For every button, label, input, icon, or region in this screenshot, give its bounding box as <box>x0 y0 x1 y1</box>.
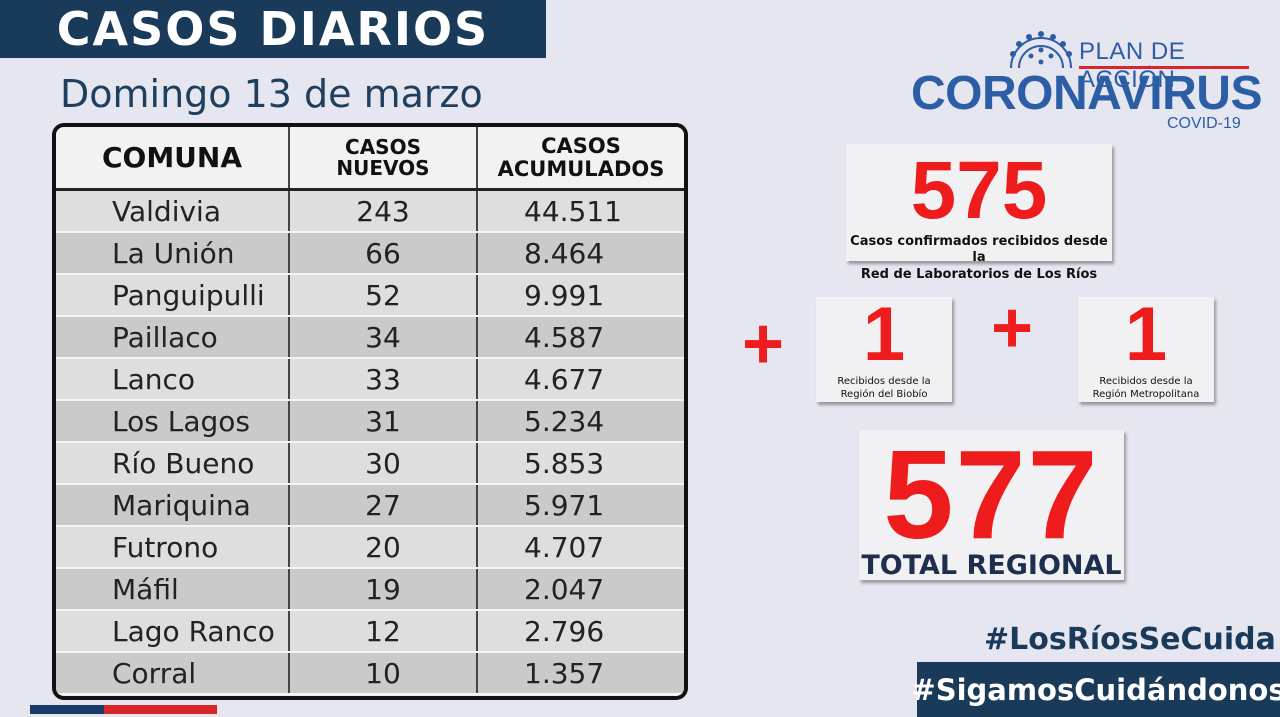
biobio-caption-line-2: Región del Biobío <box>840 389 928 400</box>
table-row: Lanco 33 4.677 <box>56 359 684 401</box>
logo-main-text: CORONAVIRUS <box>911 67 1262 120</box>
table-row: Río Bueno 30 5.853 <box>56 443 684 485</box>
nuevos-cell: 27 <box>288 485 476 525</box>
page-title: CASOS DIARIOS <box>56 2 490 56</box>
comuna-cell: Paillaco <box>112 320 218 354</box>
nuevos-cell: 66 <box>288 233 476 273</box>
table-row: Máfil 19 2.047 <box>56 569 684 611</box>
table-row: Paillaco 34 4.587 <box>56 317 684 359</box>
table-header: COMUNA CASOS NUEVOS CASOS ACUMULADOS <box>56 127 684 191</box>
table-row: La Unión 66 8.464 <box>56 233 684 275</box>
nuevos-cell: 19 <box>288 569 476 609</box>
table-row: Panguipulli 52 9.991 <box>56 275 684 317</box>
comuna-cell: La Unión <box>112 236 235 270</box>
labs-caption-line-1: Casos confirmados recibidos desde la <box>850 234 1108 266</box>
labs-cases-value: 575 <box>910 145 1048 236</box>
acumulados-cell: 8.464 <box>476 233 684 273</box>
comuna-cell: Panguipulli <box>112 278 265 312</box>
comuna-cell: Valdivia <box>112 194 221 228</box>
header-banner: CASOS DIARIOS <box>0 0 546 58</box>
acumulados-cell: 44.511 <box>476 191 684 231</box>
total-regional-caption: TOTAL REGIONAL <box>861 550 1122 581</box>
nuevos-cell: 52 <box>288 275 476 315</box>
column-header-casos-nuevos: CASOS NUEVOS <box>288 127 476 188</box>
metro-caption-line-2: Región Metropolitana <box>1092 389 1200 400</box>
virus-icon <box>1010 31 1072 69</box>
nuevos-cell: 31 <box>288 401 476 441</box>
hashtag-banner: #SigamosCuidándonos <box>911 662 1280 717</box>
table-row: Lago Ranco 12 2.796 <box>56 611 684 653</box>
acumulados-cell: 4.677 <box>476 359 684 399</box>
acumulados-cell: 2.796 <box>476 611 684 651</box>
comuna-cell: Máfil <box>112 572 179 606</box>
comuna-cell: Lago Ranco <box>112 614 275 648</box>
column-header-casos-nuevos-label: CASOS NUEVOS <box>336 134 430 180</box>
nuevos-cell: 12 <box>288 611 476 651</box>
table-row: Corral 10 1.357 <box>56 653 684 695</box>
labs-caption-line-2: Red de Laboratorios de Los Ríos <box>860 266 1098 282</box>
labs-cases-caption: Casos confirmados recibidos desde la Red… <box>846 234 1112 283</box>
nuevos-cell: 30 <box>288 443 476 483</box>
acumulados-cell: 1.357 <box>476 653 684 693</box>
metro-cases-caption: Recibidos desde la Región Metropolitana <box>1078 375 1214 401</box>
comuna-cell: Los Lagos <box>112 404 250 438</box>
cases-table: COMUNA CASOS NUEVOS CASOS ACUMULADOS Val… <box>52 123 688 700</box>
acumulados-cell: 4.707 <box>476 527 684 567</box>
acumulados-cell: 5.971 <box>476 485 684 525</box>
comuna-cell: Lanco <box>112 362 196 396</box>
metro-caption-line-1: Recibidos desde la <box>1099 376 1193 387</box>
decorative-stripe-blue <box>30 705 104 714</box>
total-regional-card: 577 TOTAL REGIONAL <box>859 424 1124 581</box>
metro-cases-value: 1 <box>1124 292 1168 377</box>
column-header-casos-acumulados: CASOS ACUMULADOS <box>476 127 684 188</box>
table-body: Valdivia 243 44.511 La Unión 66 8.464 Pa… <box>56 191 684 695</box>
logo-plan-text: PLAN DE ACCIÓN <box>1079 38 1186 93</box>
coronavirus-logo: PLAN DE ACCIÓN CORONAVIRUS COVID-19 <box>905 26 1262 136</box>
acumulados-cell: 2.047 <box>476 569 684 609</box>
biobio-cases-card: 1 Recibidos desde la Región del Biobío <box>816 297 952 402</box>
nuevos-cell: 20 <box>288 527 476 567</box>
nuevos-cell: 10 <box>288 653 476 693</box>
column-header-comuna: COMUNA <box>101 140 243 174</box>
table-row: Los Lagos 31 5.234 <box>56 401 684 443</box>
biobio-caption-line-1: Recibidos desde la <box>837 376 931 387</box>
comuna-cell: Mariquina <box>112 488 251 522</box>
comuna-cell: Río Bueno <box>112 446 255 480</box>
labs-cases-card: 575 Casos confirmados recibidos desde la… <box>846 144 1112 282</box>
hashtag-los-rios: #LosRíosSeCuida <box>984 622 1276 657</box>
table-row: Valdivia 243 44.511 <box>56 191 684 233</box>
table-row: Mariquina 27 5.971 <box>56 485 684 527</box>
date-label: Domingo 13 de marzo <box>60 72 483 116</box>
plus-icon: + <box>991 288 1034 368</box>
acumulados-cell: 9.991 <box>476 275 684 315</box>
comuna-cell: Futrono <box>112 530 219 564</box>
nuevos-cell: 243 <box>288 191 476 231</box>
biobio-cases-value: 1 <box>862 292 906 377</box>
nuevos-cell: 34 <box>288 317 476 357</box>
acumulados-cell: 5.234 <box>476 401 684 441</box>
column-header-casos-acumulados-label: CASOS ACUMULADOS <box>497 134 665 181</box>
plus-icon: + <box>742 304 785 384</box>
comuna-cell: Corral <box>112 656 197 690</box>
acumulados-cell: 4.587 <box>476 317 684 357</box>
decorative-stripe-red <box>104 705 217 714</box>
table-row: Futrono 20 4.707 <box>56 527 684 569</box>
logo-divider <box>1079 66 1249 69</box>
biobio-cases-caption: Recibidos desde la Región del Biobío <box>816 375 952 401</box>
total-regional-value: 577 <box>883 424 1100 565</box>
acumulados-cell: 5.853 <box>476 443 684 483</box>
logo-sub-text: COVID-19 <box>1167 115 1241 132</box>
hashtag-sigamos: #SigamosCuidándonos <box>911 672 1280 707</box>
nuevos-cell: 33 <box>288 359 476 399</box>
metro-cases-card: 1 Recibidos desde la Región Metropolitan… <box>1078 297 1214 402</box>
